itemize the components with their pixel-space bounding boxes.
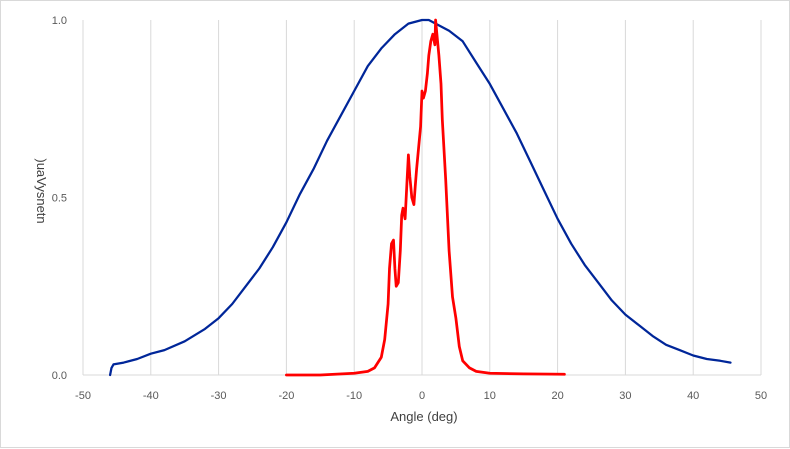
x-tick-label: 50 (755, 390, 767, 402)
y-tick-label: 0.5 (52, 193, 67, 205)
series-lines (108, 18, 732, 377)
x-tick-label: -40 (143, 390, 159, 402)
y-tick-label: 0.0 (52, 370, 67, 382)
y-tick-label: 1.0 (52, 15, 67, 27)
y-tick-labels: 0.0 0.5 1.0 (52, 15, 67, 382)
series-line-1 (108, 18, 732, 377)
x-tick-label: -30 (211, 390, 227, 402)
x-tick-label: -10 (346, 390, 362, 402)
x-tick-label: 40 (687, 390, 699, 402)
series-line-2 (285, 18, 566, 377)
y-axis-title: )uaVysnetn (34, 158, 49, 223)
x-tick-label: -20 (278, 390, 294, 402)
grid-lines (82, 20, 762, 376)
x-tick-labels: -50 -40 -30 -20 -10 0 10 20 30 40 50 (75, 390, 767, 402)
x-tick-label: 0 (419, 390, 425, 402)
x-tick-label: -50 (75, 390, 91, 402)
x-tick-label: 30 (619, 390, 631, 402)
x-axis-title: Angle (deg) (390, 409, 457, 424)
x-tick-label: 10 (484, 390, 496, 402)
x-tick-label: 20 (551, 390, 563, 402)
